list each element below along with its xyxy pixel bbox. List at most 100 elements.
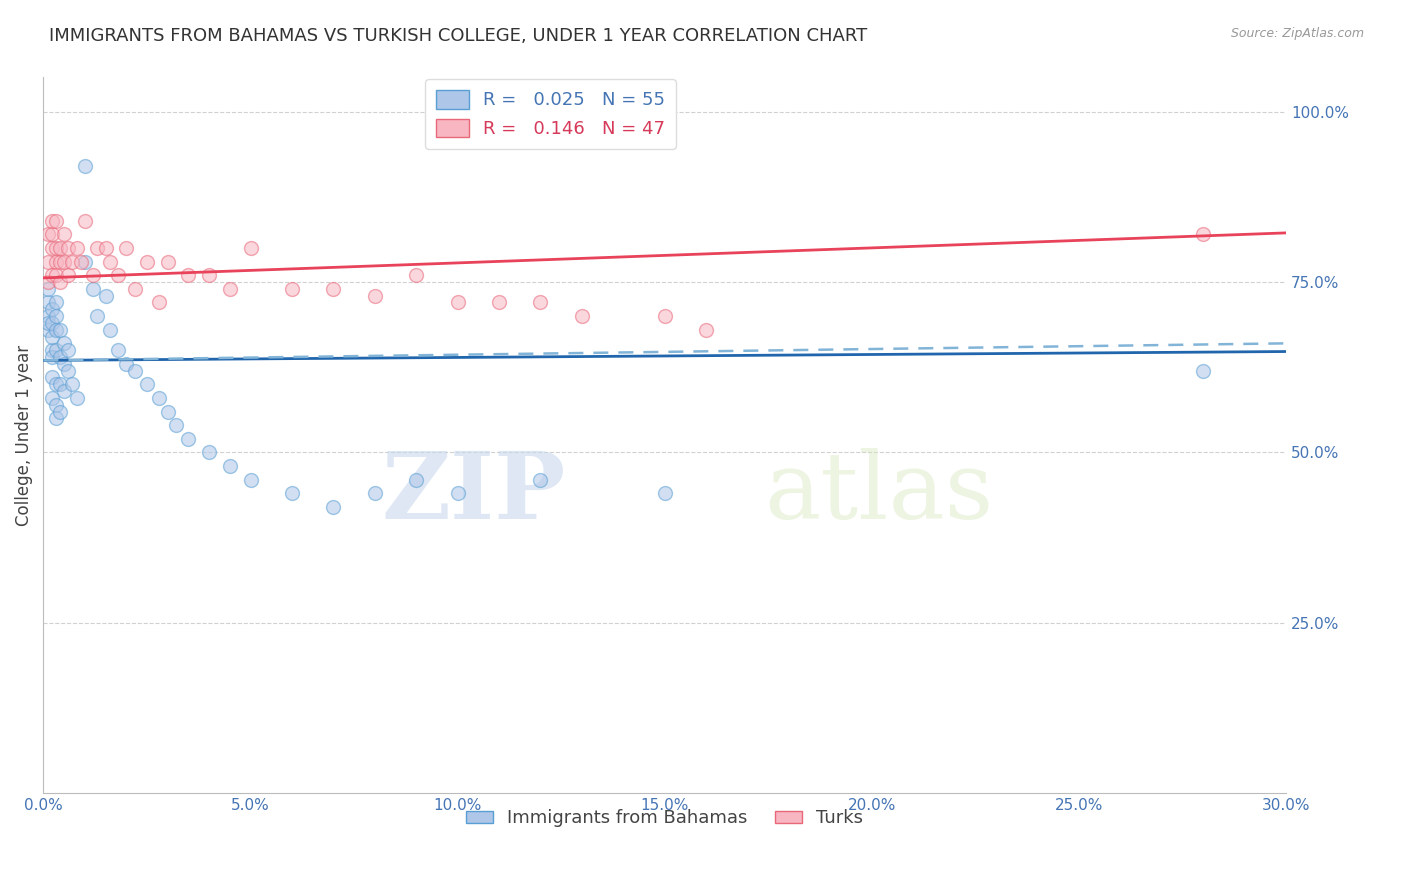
Point — [156, 254, 179, 268]
Point — [37, 275, 59, 289]
Point — [124, 363, 146, 377]
Point — [37, 323, 59, 337]
Point — [529, 473, 551, 487]
Point — [364, 486, 387, 500]
Point — [94, 241, 117, 255]
Text: IMMIGRANTS FROM BAHAMAS VS TURKISH COLLEGE, UNDER 1 YEAR CORRELATION CHART: IMMIGRANTS FROM BAHAMAS VS TURKISH COLLE… — [49, 27, 868, 45]
Point — [148, 391, 170, 405]
Point — [41, 343, 63, 358]
Point — [41, 329, 63, 343]
Point — [41, 391, 63, 405]
Point — [218, 282, 240, 296]
Point — [49, 254, 72, 268]
Point — [37, 254, 59, 268]
Point — [41, 213, 63, 227]
Point — [45, 398, 67, 412]
Point — [49, 350, 72, 364]
Point — [198, 268, 221, 282]
Point — [53, 227, 76, 242]
Point — [58, 268, 80, 282]
Point — [1192, 227, 1215, 242]
Point — [405, 473, 427, 487]
Point — [115, 357, 138, 371]
Text: ZIP: ZIP — [381, 448, 565, 538]
Point — [107, 343, 129, 358]
Point — [53, 384, 76, 398]
Point — [62, 254, 84, 268]
Point — [654, 309, 676, 323]
Point — [65, 391, 87, 405]
Point — [45, 343, 67, 358]
Point — [94, 288, 117, 302]
Point — [73, 254, 96, 268]
Point — [41, 241, 63, 255]
Point — [45, 268, 67, 282]
Point — [49, 377, 72, 392]
Point — [45, 213, 67, 227]
Point — [41, 316, 63, 330]
Point — [37, 295, 59, 310]
Legend: Immigrants from Bahamas, Turks: Immigrants from Bahamas, Turks — [458, 802, 870, 834]
Point — [41, 227, 63, 242]
Point — [53, 336, 76, 351]
Point — [177, 268, 200, 282]
Point — [45, 411, 67, 425]
Point — [177, 432, 200, 446]
Point — [218, 459, 240, 474]
Point — [37, 309, 59, 323]
Point — [58, 241, 80, 255]
Point — [73, 213, 96, 227]
Point — [281, 486, 304, 500]
Point — [405, 268, 427, 282]
Point — [364, 288, 387, 302]
Point — [86, 241, 108, 255]
Point — [446, 486, 468, 500]
Point — [322, 282, 344, 296]
Point — [695, 323, 717, 337]
Point — [41, 302, 63, 317]
Point — [41, 370, 63, 384]
Point — [45, 254, 67, 268]
Point — [53, 254, 76, 268]
Point — [86, 309, 108, 323]
Point — [198, 445, 221, 459]
Point — [322, 500, 344, 514]
Text: Source: ZipAtlas.com: Source: ZipAtlas.com — [1230, 27, 1364, 40]
Point — [654, 486, 676, 500]
Point — [62, 377, 84, 392]
Point — [49, 323, 72, 337]
Point — [115, 241, 138, 255]
Point — [488, 295, 510, 310]
Y-axis label: College, Under 1 year: College, Under 1 year — [15, 345, 32, 526]
Point — [37, 282, 59, 296]
Point — [165, 418, 187, 433]
Point — [41, 350, 63, 364]
Point — [107, 268, 129, 282]
Point — [156, 404, 179, 418]
Point — [82, 282, 104, 296]
Point — [45, 323, 67, 337]
Point — [98, 254, 121, 268]
Point — [82, 268, 104, 282]
Text: atlas: atlas — [763, 448, 994, 538]
Point — [239, 241, 262, 255]
Point — [98, 323, 121, 337]
Point — [148, 295, 170, 310]
Point — [49, 241, 72, 255]
Point — [58, 363, 80, 377]
Point — [58, 343, 80, 358]
Point — [446, 295, 468, 310]
Point — [136, 254, 159, 268]
Point — [37, 316, 59, 330]
Point — [37, 227, 59, 242]
Point — [1192, 363, 1215, 377]
Point — [69, 254, 91, 268]
Point — [45, 295, 67, 310]
Point — [65, 241, 87, 255]
Point — [53, 357, 76, 371]
Point — [136, 377, 159, 392]
Point — [45, 377, 67, 392]
Point — [73, 159, 96, 173]
Point — [571, 309, 593, 323]
Point — [41, 268, 63, 282]
